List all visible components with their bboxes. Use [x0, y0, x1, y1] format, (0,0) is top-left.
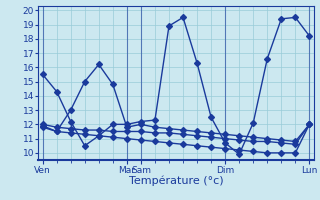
- X-axis label: Température (°c): Température (°c): [129, 176, 223, 186]
